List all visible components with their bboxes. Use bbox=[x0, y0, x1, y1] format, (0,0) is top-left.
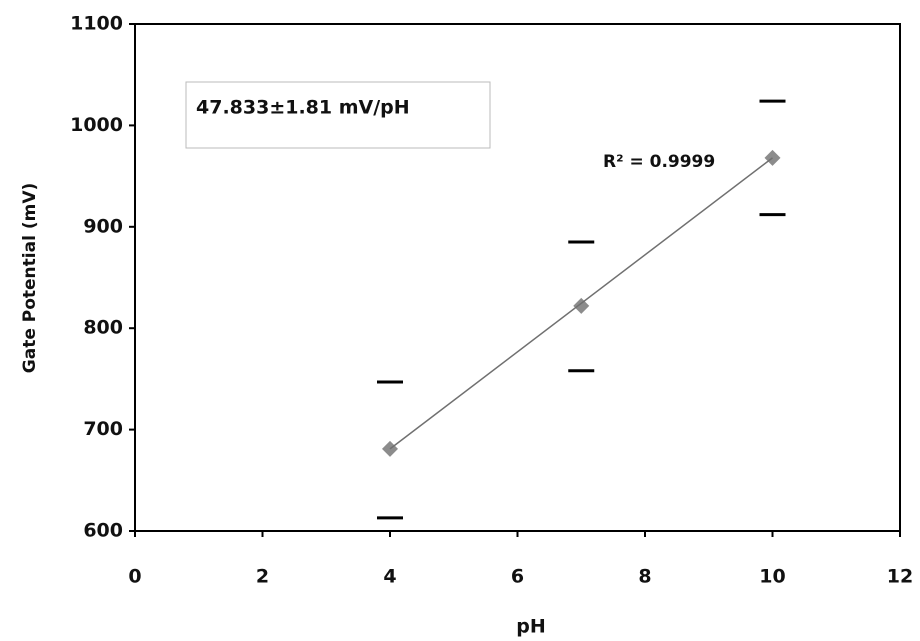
y-tick-label: 800 bbox=[83, 317, 123, 339]
y-tick-label: 900 bbox=[83, 215, 123, 237]
x-tick-label: 2 bbox=[256, 566, 269, 588]
annotation-box bbox=[185, 81, 491, 149]
y-axis-label: Gate Potential (mV) bbox=[20, 183, 40, 373]
x-tick-label: 4 bbox=[383, 566, 396, 588]
x-tick-label: 12 bbox=[887, 566, 913, 588]
y-tick-label: 700 bbox=[83, 418, 123, 440]
x-tick-label: 6 bbox=[511, 566, 524, 588]
annotation: 47.833±1.81 mV/pH bbox=[196, 97, 410, 119]
data-point bbox=[573, 297, 590, 314]
x-axis-label: pH bbox=[516, 616, 546, 638]
y-tick-label: 600 bbox=[83, 520, 123, 542]
trend-line bbox=[389, 157, 773, 450]
x-tick-label: 0 bbox=[128, 566, 141, 588]
x-tick-label: 10 bbox=[759, 566, 785, 588]
y-tick-label: 1100 bbox=[70, 13, 123, 35]
x-tick-label: 8 bbox=[638, 566, 651, 588]
annotation: R² = 0.9999 bbox=[603, 152, 715, 172]
y-tick-label: 1000 bbox=[70, 114, 123, 136]
